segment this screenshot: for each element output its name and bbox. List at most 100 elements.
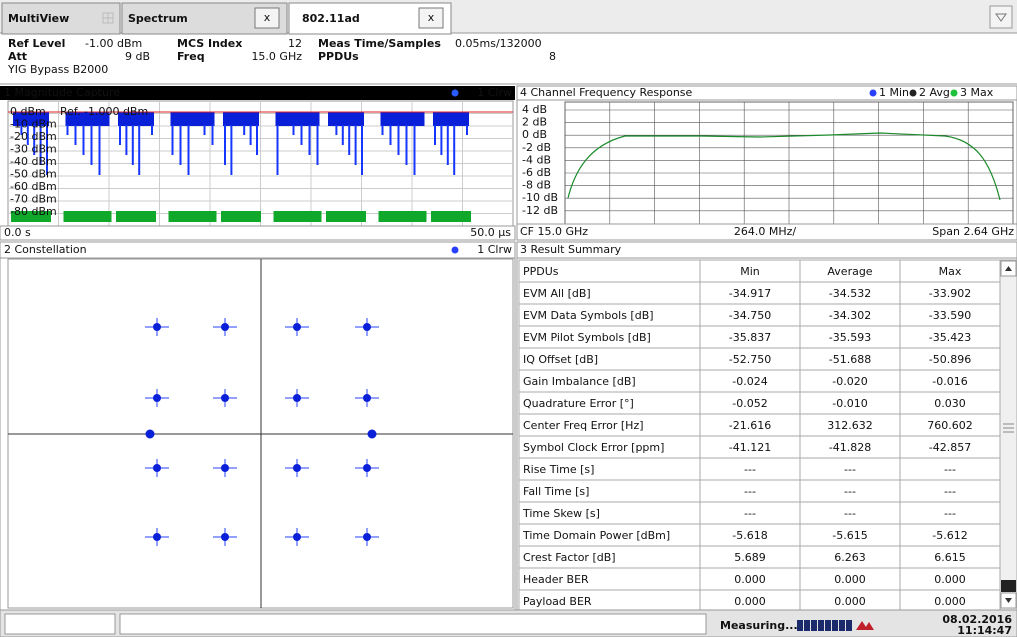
symbol-cluster (293, 323, 301, 331)
burst (223, 112, 259, 126)
table-cell: -41.828 (829, 441, 871, 454)
table-cell: -0.052 (732, 397, 767, 410)
progress-block (797, 620, 803, 631)
tab-close-label[interactable]: x (264, 11, 271, 24)
table-cell: Rise Time [s] (523, 463, 594, 476)
burst (433, 112, 469, 126)
y-tick-label: -12 dB (522, 204, 558, 217)
y-tick-label: -60 dBm (10, 180, 57, 193)
tab-close-button[interactable] (254, 7, 280, 29)
table-cell: -0.020 (832, 375, 867, 388)
symbol-cluster (363, 533, 371, 541)
table-cell: 0.000 (934, 595, 966, 608)
panel-title-bar (0, 86, 515, 100)
table-cell: -0.016 (932, 375, 967, 388)
y-tick-label: -70 dBm (10, 193, 57, 206)
info-label: PPDUs (318, 50, 359, 63)
panel-title: 3 Result Summary (520, 243, 622, 256)
y-tick-label: -2 dB (522, 141, 551, 154)
progress-block (804, 620, 810, 631)
trace-dot (451, 246, 459, 254)
x-center-label: CF 15.0 GHz (520, 225, 588, 238)
legend-dot (869, 89, 877, 97)
table-cell: -51.688 (829, 353, 871, 366)
symbol-cluster (221, 533, 229, 541)
legend-label: 1 Min (879, 86, 909, 99)
table-cell: Center Freq Error [Hz] (523, 419, 644, 432)
table-cell: 6.263 (834, 551, 866, 564)
panel-title: 4 Channel Frequency Response (520, 86, 693, 99)
tab[interactable]: 802.11ad x (288, 2, 452, 35)
table-cell: -33.590 (929, 309, 971, 322)
status-message: Measuring... (720, 619, 798, 632)
y-tick-label: -10 dB (522, 191, 558, 204)
table-cell: -42.857 (929, 441, 971, 454)
table-cell: --- (844, 485, 856, 498)
y-tick-label: 4 dB (522, 103, 547, 116)
info-label: MCS Index (177, 37, 242, 50)
info-value: 8 (549, 50, 556, 63)
y-tick-label: -30 dBm (10, 143, 57, 156)
table-cell: Fall Time [s] (523, 485, 589, 498)
response-curve (567, 132, 1001, 201)
ref-label: Ref. -1.000 dBm (60, 105, 148, 118)
symbol-cluster (153, 323, 161, 331)
table-cell: 312.632 (827, 419, 873, 432)
table-header-cell: Min (740, 265, 760, 278)
table-cell: -50.896 (929, 353, 971, 366)
table-cell: Header BER (523, 573, 589, 586)
tab[interactable]: MultiView (1, 2, 121, 35)
symbol-cluster (153, 464, 161, 472)
tab-close-label[interactable]: x (428, 11, 435, 24)
symbol-cluster (363, 464, 371, 472)
scroll-thumb (1001, 580, 1016, 592)
tab-bg[interactable] (1, 2, 121, 35)
x-div-label: 264.0 MHz/ (734, 225, 797, 238)
tab-label[interactable]: 802.11ad (302, 12, 360, 25)
progress-block (839, 620, 845, 631)
info-label: Att (8, 50, 27, 63)
scroll-down-arrow (1005, 598, 1012, 603)
symbol-cluster (153, 533, 161, 541)
menu-button[interactable] (989, 5, 1013, 29)
scrollbar-track[interactable] (999, 259, 1017, 611)
table-cell: Crest Factor [dB] (523, 551, 616, 564)
symbol-cluster (221, 464, 229, 472)
symbol-cluster (293, 394, 301, 402)
symbol-cluster (293, 464, 301, 472)
table-cell: -35.593 (829, 331, 871, 344)
burst-marker (378, 211, 427, 222)
table-cell: --- (944, 485, 956, 498)
table-cell: 760.602 (927, 419, 973, 432)
table-cell: -5.615 (832, 529, 867, 542)
progress-block (818, 620, 824, 631)
tab-close-button[interactable] (418, 7, 444, 29)
table-cell: EVM Data Symbols [dB] (523, 309, 654, 322)
table-cell: Time Domain Power [dBm] (522, 529, 670, 542)
info-label: Meas Time/Samples (318, 37, 441, 50)
burst (118, 112, 154, 126)
table-cell: -35.837 (729, 331, 771, 344)
burst (328, 112, 364, 126)
burst-marker (273, 211, 322, 222)
burst (275, 112, 320, 126)
y-tick-label: -4 dB (522, 153, 551, 166)
table-cell: Gain Imbalance [dB] (523, 375, 636, 388)
table-cell: -34.750 (729, 309, 771, 322)
burst-marker (221, 211, 261, 222)
y-tick-label: -20 dBm (10, 130, 57, 143)
y-tick-label: -40 dBm (10, 155, 57, 168)
symbol-cluster (221, 323, 229, 331)
table-cell: 0.000 (734, 595, 766, 608)
y-tick-label: 2 dB (522, 116, 547, 129)
tab-label[interactable]: MultiView (8, 12, 69, 25)
table-cell: --- (844, 463, 856, 476)
progress-block (811, 620, 817, 631)
tab-label[interactable]: Spectrum (128, 12, 188, 25)
table-cell: 0.000 (934, 573, 966, 586)
status-field (4, 613, 116, 635)
y-tick-label: -8 dB (522, 179, 551, 192)
multiview-icon (102, 12, 114, 24)
tab[interactable]: Spectrum x (121, 2, 288, 35)
